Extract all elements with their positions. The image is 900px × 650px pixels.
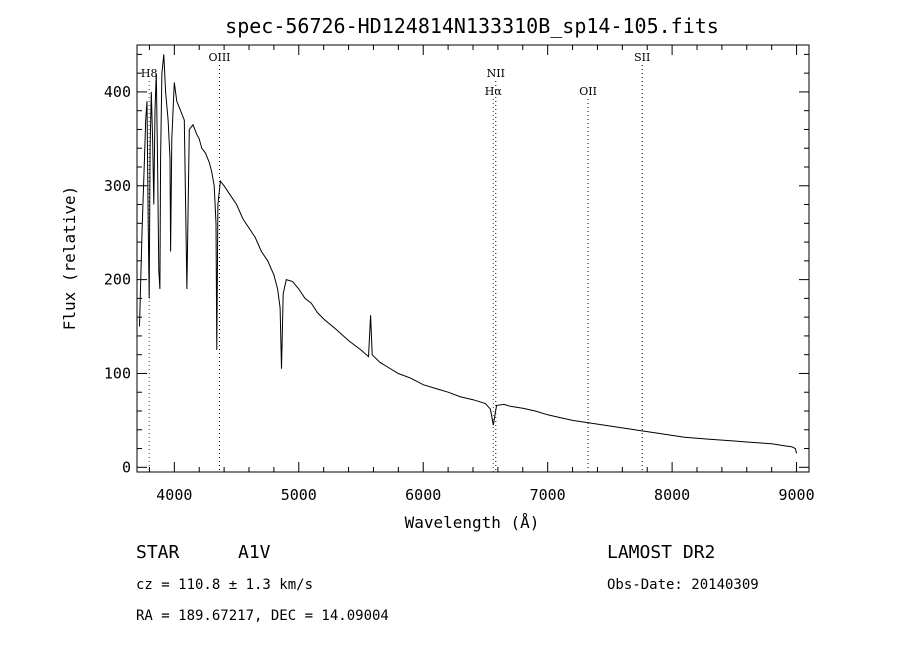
y-tick-label: 400: [104, 83, 131, 101]
plot-area: [136, 44, 810, 473]
redshift-text: cz = 110.8 ± 1.3 km/s: [136, 577, 313, 593]
x-tick-label: 7000: [530, 486, 566, 504]
object-class: STAR: [136, 542, 180, 563]
x-tick-label: 4000: [156, 486, 192, 504]
obs-date-text: Obs-Date: 20140309: [607, 577, 759, 593]
series-group: [139, 54, 798, 454]
object-subclass: A1V: [238, 542, 271, 563]
y-tick-label: 200: [104, 271, 131, 289]
x-axis-label: Wavelength (Å): [405, 513, 540, 532]
plot-frame: [136, 44, 810, 473]
spectral-line-label: OII: [579, 85, 597, 98]
spectral-line-label: SII: [634, 51, 650, 64]
spectral-line-markers: H8 OIII NII Hα OII SII: [141, 51, 650, 472]
x-tick-label: 8000: [654, 486, 690, 504]
spectral-line-label: NII: [487, 67, 505, 80]
ra-dec-text: RA = 189.67217, DEC = 14.09004: [136, 608, 389, 624]
chart-title: spec-56726-HD124814N133310B_sp14-105.fit…: [225, 14, 719, 38]
survey-name: LAMOST DR2: [607, 542, 715, 563]
y-tick-label: 300: [104, 177, 131, 195]
spectral-line-label: Hα: [485, 85, 503, 98]
x-tick-label: 6000: [405, 486, 441, 504]
y-axis-label: Flux (relative): [60, 186, 79, 331]
y-tick-label: 100: [104, 364, 131, 382]
axis-ticks: 4000 5000 6000 7000 8000 9000 0 100 200 300 400: [104, 45, 815, 504]
x-tick-label: 9000: [778, 486, 814, 504]
spectral-line-label: H8: [141, 67, 158, 80]
spectrum-line: [139, 54, 798, 454]
y-tick-label: 0: [122, 458, 131, 476]
x-tick-label: 5000: [281, 486, 317, 504]
spectral-line-label: OIII: [208, 51, 230, 64]
